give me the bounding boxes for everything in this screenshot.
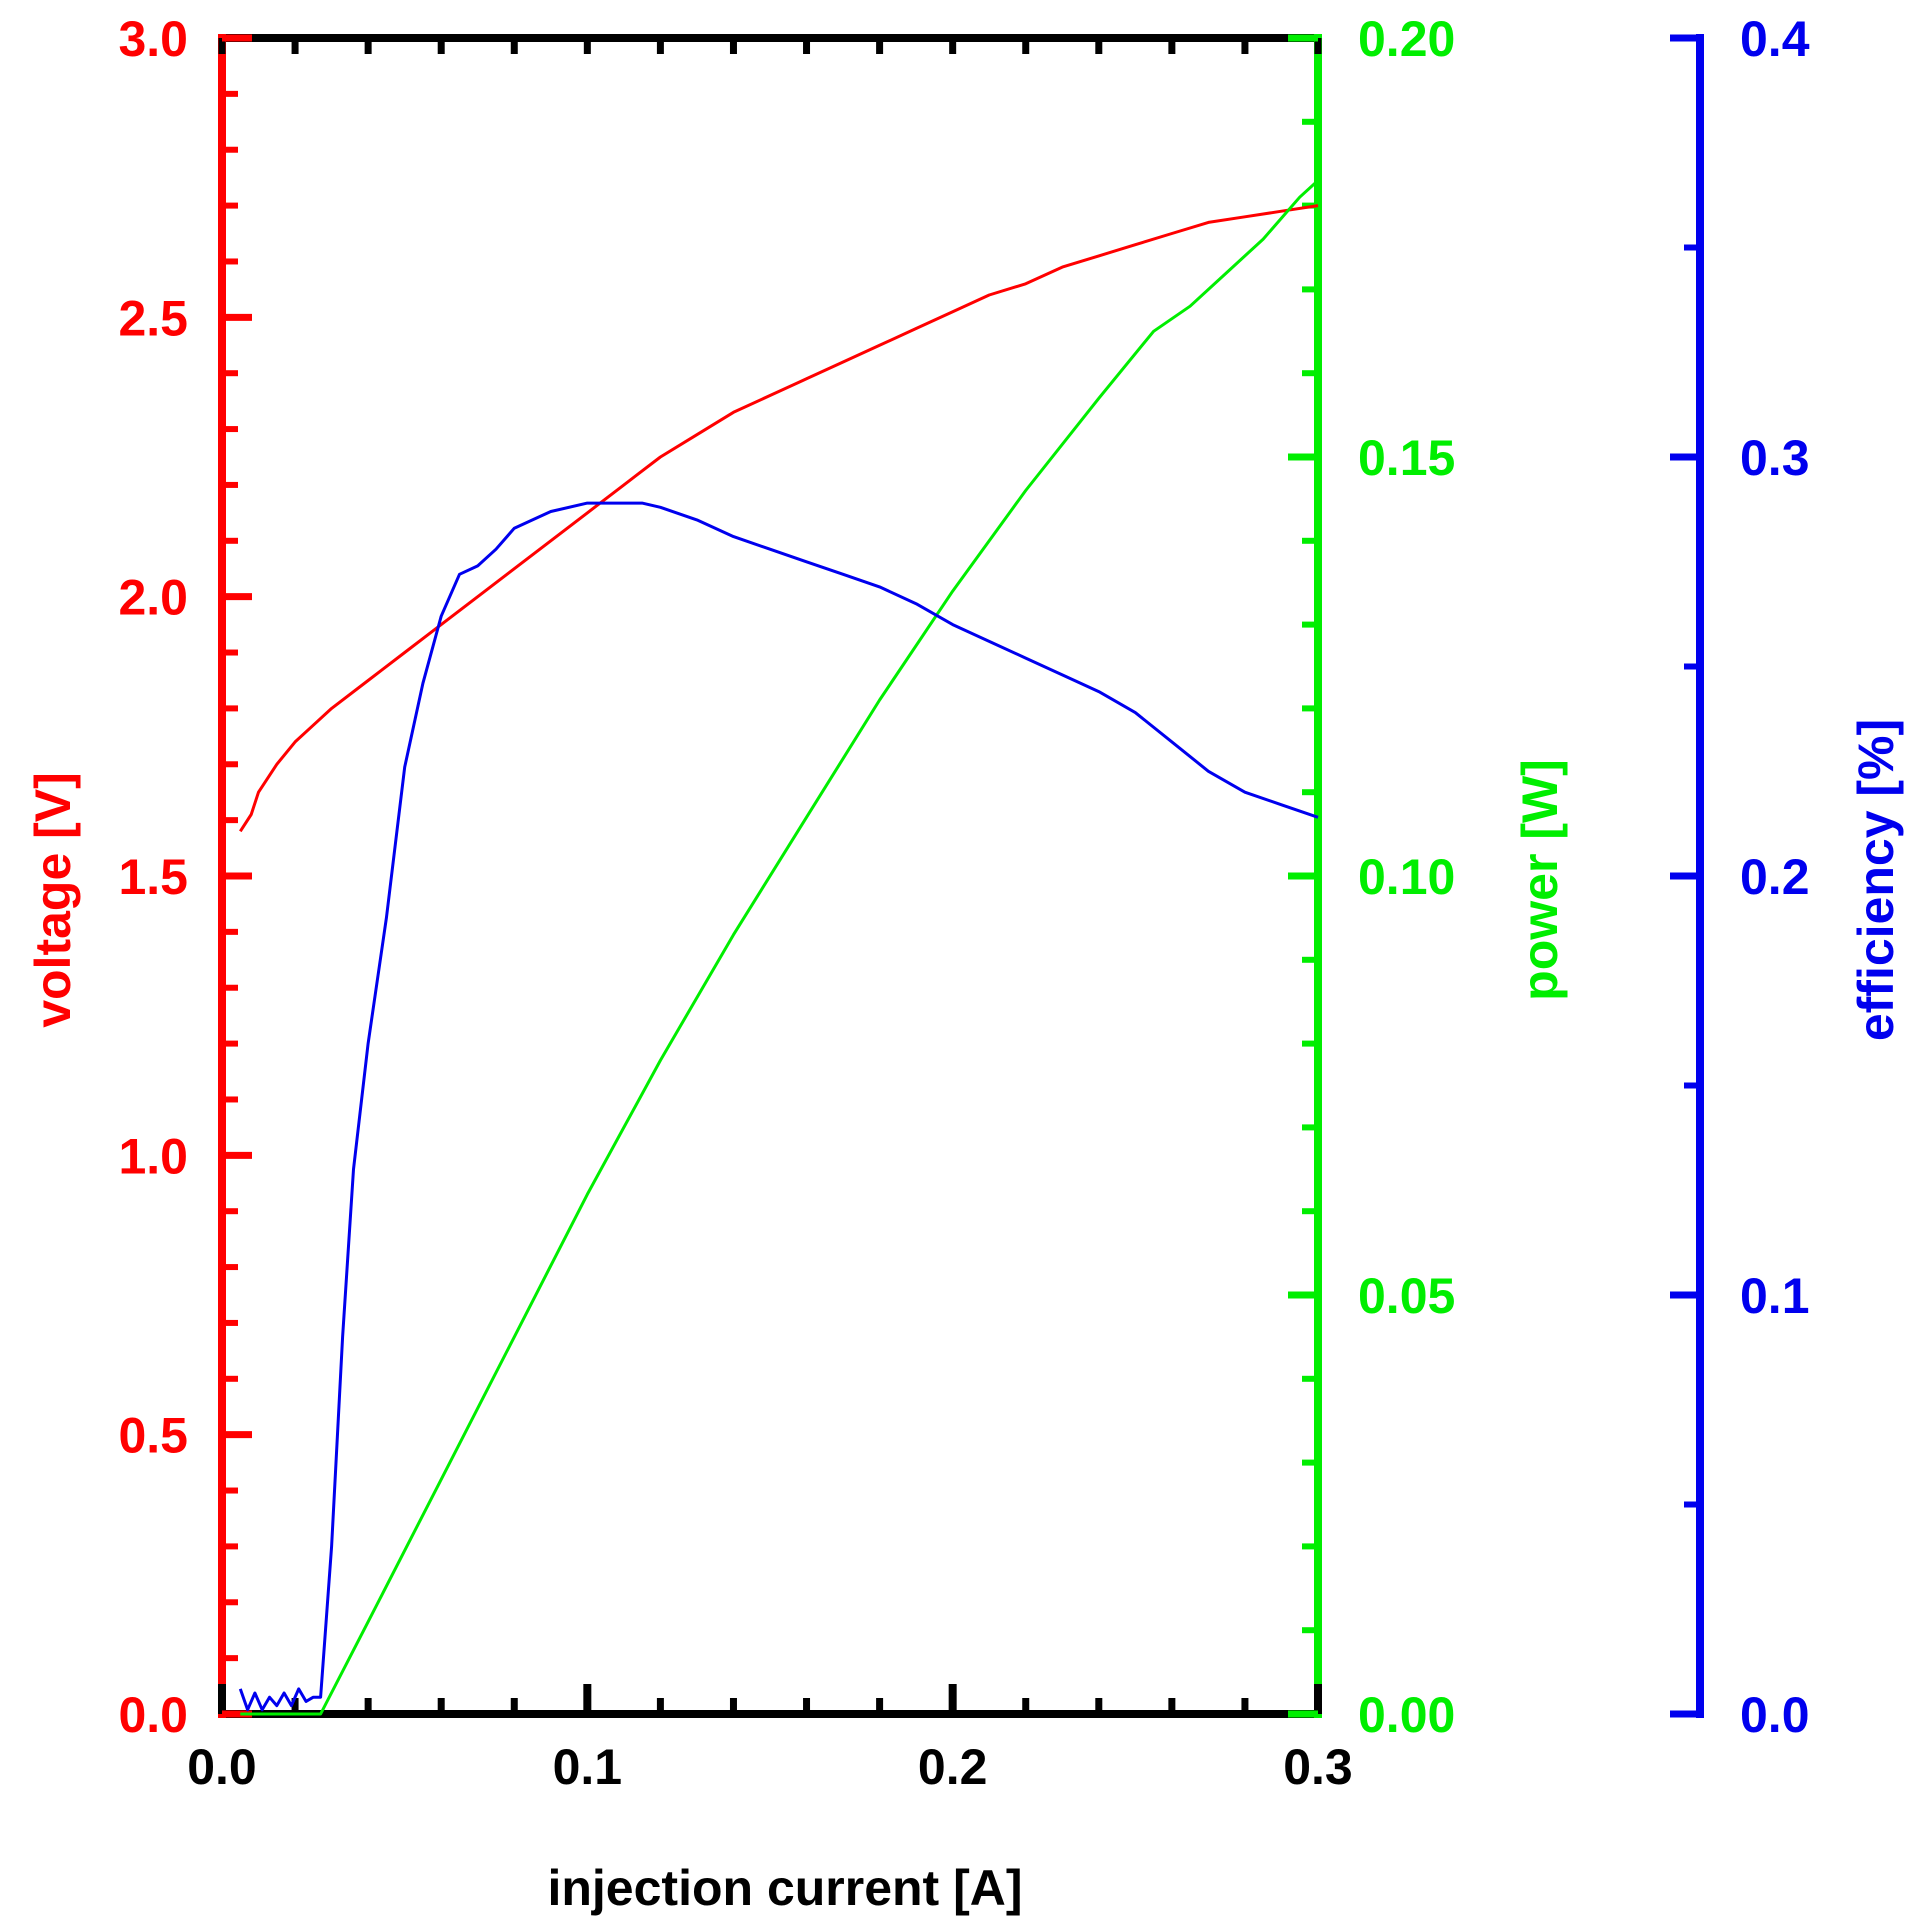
efficiency-tick-label: 0.1 bbox=[1740, 1268, 1810, 1324]
efficiency-tick-label: 0.0 bbox=[1740, 1687, 1810, 1743]
power-axis-title: power [W] bbox=[1512, 759, 1568, 1001]
power-tick-label: 0.00 bbox=[1358, 1687, 1455, 1743]
voltage-tick-label: 0.5 bbox=[118, 1408, 188, 1464]
power-series-line bbox=[240, 179, 1320, 1716]
x-tick-label: 0.0 bbox=[187, 1739, 257, 1795]
x-tick-label: 0.3 bbox=[1283, 1739, 1353, 1795]
voltage-tick-label: 1.5 bbox=[118, 849, 188, 905]
power-tick-label: 0.15 bbox=[1358, 430, 1455, 486]
power-tick-label: 0.10 bbox=[1358, 849, 1455, 905]
voltage-tick-label: 2.5 bbox=[118, 290, 188, 346]
power-tick-label: 0.20 bbox=[1358, 11, 1455, 67]
voltage-tick-label: 2.0 bbox=[118, 570, 188, 626]
x-axis-title: injection current [A] bbox=[547, 1860, 1022, 1916]
power-tick-label: 0.05 bbox=[1358, 1268, 1455, 1324]
voltage-axis-title: voltage [V] bbox=[25, 772, 81, 1028]
voltage-tick-label: 0.0 bbox=[118, 1687, 188, 1743]
efficiency-series-line bbox=[238, 501, 1319, 1712]
voltage-series-line bbox=[239, 204, 1319, 833]
efficiency-axis-title: efficiency [%] bbox=[1848, 719, 1904, 1041]
efficiency-tick-label: 0.3 bbox=[1740, 430, 1810, 486]
efficiency-tick-label: 0.4 bbox=[1740, 11, 1810, 67]
x-tick-label: 0.2 bbox=[918, 1739, 988, 1795]
x-tick-label: 0.1 bbox=[553, 1739, 623, 1795]
efficiency-tick-label: 0.2 bbox=[1740, 849, 1810, 905]
voltage-tick-label: 1.0 bbox=[118, 1128, 188, 1184]
voltage-tick-label: 3.0 bbox=[118, 11, 188, 67]
